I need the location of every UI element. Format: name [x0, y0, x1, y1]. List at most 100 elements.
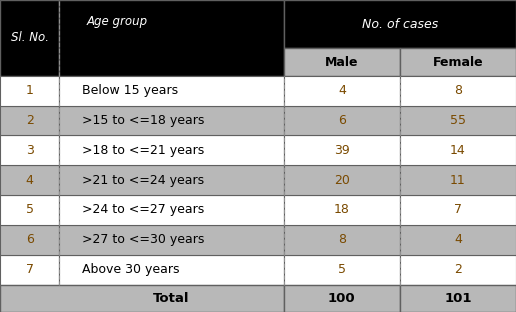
Text: Female: Female: [432, 56, 483, 69]
Bar: [0, 195, 59, 225]
Bar: [0, 106, 59, 135]
Bar: [400, 48, 516, 76]
Text: 55: 55: [450, 114, 466, 127]
Text: Sl. No.: Sl. No.: [11, 32, 49, 44]
Bar: [0, 285, 284, 312]
Bar: [284, 255, 400, 285]
Bar: [400, 225, 516, 255]
Bar: [284, 0, 516, 48]
Bar: [284, 48, 400, 76]
Bar: [59, 76, 284, 106]
Text: >27 to <=30 years: >27 to <=30 years: [82, 233, 204, 246]
Bar: [400, 135, 516, 165]
Bar: [59, 106, 284, 135]
Bar: [284, 285, 400, 312]
Bar: [284, 0, 516, 48]
Text: >18 to <=21 years: >18 to <=21 years: [82, 144, 204, 157]
Text: Total: Total: [153, 292, 190, 305]
Bar: [284, 285, 400, 312]
Bar: [0, 76, 59, 106]
Bar: [400, 195, 516, 225]
Bar: [284, 195, 400, 225]
Bar: [284, 165, 400, 195]
Text: 8: 8: [338, 233, 346, 246]
Bar: [0, 165, 59, 195]
Bar: [400, 76, 516, 106]
Bar: [400, 48, 516, 76]
Bar: [400, 165, 516, 195]
Bar: [59, 106, 284, 135]
Bar: [59, 225, 284, 255]
Text: 4: 4: [26, 174, 34, 187]
Bar: [284, 225, 400, 255]
Text: >24 to <=27 years: >24 to <=27 years: [82, 203, 204, 217]
Text: 4: 4: [454, 233, 462, 246]
Text: 7: 7: [26, 263, 34, 276]
Text: 20: 20: [334, 174, 350, 187]
Text: 8: 8: [454, 84, 462, 97]
Text: 3: 3: [26, 144, 34, 157]
Text: 6: 6: [338, 114, 346, 127]
Bar: [400, 135, 516, 165]
Bar: [284, 76, 400, 106]
Bar: [284, 106, 400, 135]
Text: 2: 2: [26, 114, 34, 127]
Text: 101: 101: [444, 292, 472, 305]
Bar: [0, 135, 59, 165]
Text: Below 15 years: Below 15 years: [82, 84, 178, 97]
Text: Male: Male: [325, 56, 359, 69]
Text: 18: 18: [334, 203, 350, 217]
Bar: [0, 76, 59, 106]
Bar: [284, 135, 400, 165]
Text: 11: 11: [450, 174, 466, 187]
Bar: [0, 255, 59, 285]
Text: 5: 5: [26, 203, 34, 217]
Bar: [400, 255, 516, 285]
Text: 39: 39: [334, 144, 350, 157]
Bar: [0, 135, 59, 165]
Bar: [400, 285, 516, 312]
Bar: [400, 165, 516, 195]
Bar: [284, 225, 400, 255]
Bar: [0, 165, 59, 195]
Bar: [284, 195, 400, 225]
Bar: [400, 106, 516, 135]
Bar: [0, 255, 59, 285]
Bar: [284, 76, 400, 106]
Bar: [59, 195, 284, 225]
Bar: [59, 76, 284, 106]
Bar: [0, 225, 59, 255]
Bar: [59, 165, 284, 195]
Bar: [59, 195, 284, 225]
Bar: [0, 225, 59, 255]
Text: 14: 14: [450, 144, 466, 157]
Text: 6: 6: [26, 233, 34, 246]
Bar: [0, 106, 59, 135]
Text: >15 to <=18 years: >15 to <=18 years: [82, 114, 204, 127]
Text: 5: 5: [338, 263, 346, 276]
Bar: [400, 195, 516, 225]
Bar: [59, 225, 284, 255]
Text: 100: 100: [328, 292, 356, 305]
Bar: [59, 255, 284, 285]
Bar: [59, 255, 284, 285]
Bar: [0, 0, 59, 76]
Bar: [59, 0, 284, 76]
Bar: [400, 285, 516, 312]
Bar: [284, 48, 400, 76]
Text: 2: 2: [454, 263, 462, 276]
Bar: [0, 285, 284, 312]
Text: 7: 7: [454, 203, 462, 217]
Bar: [400, 225, 516, 255]
Bar: [59, 0, 284, 76]
Bar: [284, 135, 400, 165]
Bar: [0, 195, 59, 225]
Text: >21 to <=24 years: >21 to <=24 years: [82, 174, 204, 187]
Bar: [0, 0, 59, 76]
Bar: [59, 165, 284, 195]
Text: 4: 4: [338, 84, 346, 97]
Bar: [400, 255, 516, 285]
Bar: [400, 106, 516, 135]
Text: 1: 1: [26, 84, 34, 97]
Text: Age group: Age group: [86, 15, 148, 28]
